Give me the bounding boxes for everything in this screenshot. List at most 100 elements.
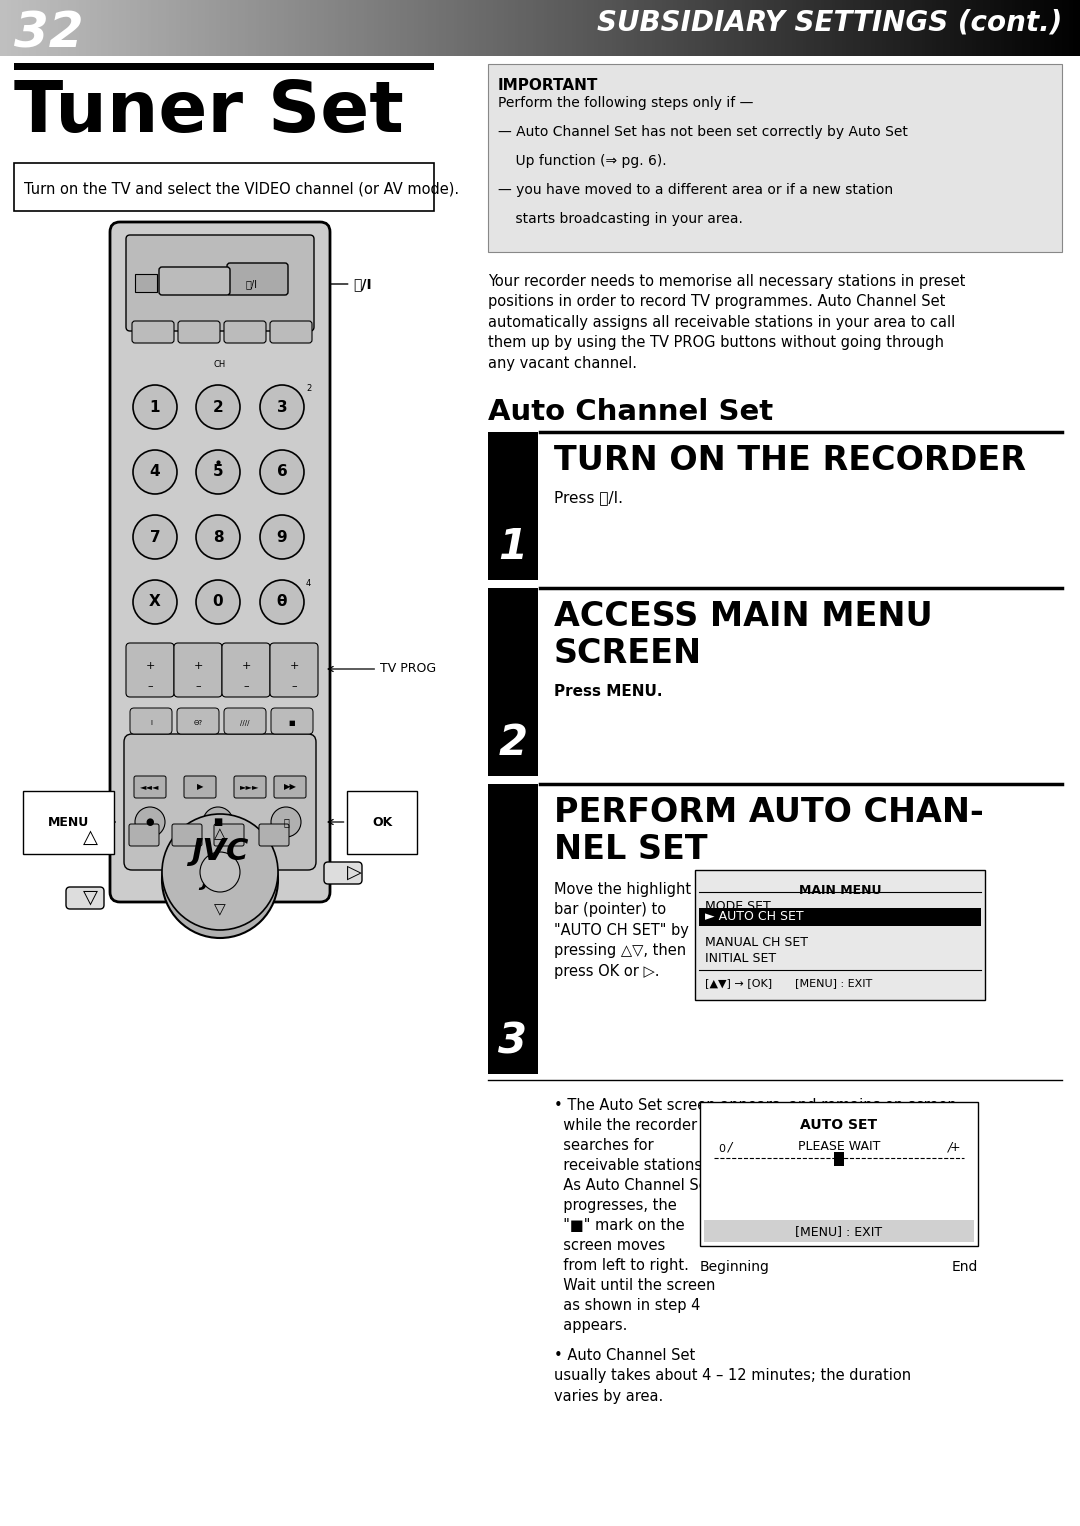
Text: 32: 32 bbox=[14, 11, 83, 58]
Bar bbox=[875, 0, 880, 56]
Bar bbox=[432, 0, 437, 56]
Text: Beginning: Beginning bbox=[700, 1260, 770, 1274]
Bar bbox=[262, 0, 268, 56]
Bar bbox=[488, 784, 538, 1074]
Bar bbox=[972, 0, 977, 56]
Text: MODE SET: MODE SET bbox=[705, 900, 771, 913]
Bar bbox=[489, 0, 495, 56]
FancyBboxPatch shape bbox=[66, 887, 104, 909]
Bar bbox=[893, 0, 897, 56]
Bar bbox=[256, 0, 260, 56]
Bar bbox=[259, 0, 265, 56]
Bar bbox=[68, 0, 73, 56]
Text: • The Auto Set screen appears, and remains on screen: • The Auto Set screen appears, and remai… bbox=[554, 1099, 957, 1112]
Text: TURN ON THE RECORDER: TURN ON THE RECORDER bbox=[554, 444, 1026, 478]
Bar bbox=[353, 0, 357, 56]
Bar bbox=[176, 0, 181, 56]
Bar bbox=[504, 0, 509, 56]
Bar bbox=[770, 0, 775, 56]
Bar bbox=[392, 0, 397, 56]
Text: [▲▼] → [OK]: [▲▼] → [OK] bbox=[705, 978, 772, 987]
Text: 2: 2 bbox=[306, 385, 311, 394]
Circle shape bbox=[195, 514, 240, 559]
Bar bbox=[605, 0, 610, 56]
Bar bbox=[612, 0, 617, 56]
Bar bbox=[688, 0, 692, 56]
Bar bbox=[576, 0, 581, 56]
FancyBboxPatch shape bbox=[234, 777, 266, 798]
Bar bbox=[440, 0, 444, 56]
FancyBboxPatch shape bbox=[184, 777, 216, 798]
Bar bbox=[950, 0, 956, 56]
Bar bbox=[410, 0, 416, 56]
Text: MENU: MENU bbox=[48, 815, 116, 829]
Bar bbox=[378, 0, 383, 56]
Bar bbox=[173, 0, 178, 56]
Bar bbox=[616, 0, 621, 56]
Bar bbox=[187, 0, 192, 56]
Bar bbox=[807, 0, 811, 56]
Bar bbox=[781, 0, 786, 56]
Bar bbox=[349, 0, 354, 56]
Bar bbox=[205, 0, 211, 56]
Text: ▷: ▷ bbox=[347, 862, 362, 882]
Bar bbox=[497, 0, 502, 56]
Bar bbox=[159, 0, 163, 56]
Bar bbox=[194, 0, 200, 56]
Circle shape bbox=[200, 852, 240, 893]
Bar bbox=[666, 0, 671, 56]
Circle shape bbox=[133, 580, 177, 624]
Text: 1: 1 bbox=[499, 526, 527, 568]
Bar bbox=[526, 0, 530, 56]
Bar bbox=[597, 0, 603, 56]
Bar bbox=[14, 163, 434, 211]
Text: Θ?: Θ? bbox=[193, 720, 203, 726]
Bar bbox=[961, 0, 967, 56]
Bar bbox=[464, 0, 470, 56]
Bar bbox=[918, 0, 923, 56]
Bar bbox=[986, 0, 991, 56]
Bar bbox=[202, 0, 206, 56]
Bar bbox=[810, 0, 815, 56]
Bar bbox=[0, 0, 5, 56]
Bar bbox=[364, 0, 368, 56]
Bar bbox=[799, 0, 805, 56]
Text: ▽: ▽ bbox=[214, 902, 226, 917]
Bar bbox=[537, 0, 541, 56]
Text: • Auto Channel Set
usually takes about 4 – 12 minutes; the duration
varies by ar: • Auto Channel Set usually takes about 4… bbox=[554, 1347, 912, 1404]
Bar bbox=[486, 0, 491, 56]
Bar bbox=[915, 0, 919, 56]
Bar bbox=[691, 0, 697, 56]
Bar bbox=[472, 0, 476, 56]
FancyBboxPatch shape bbox=[134, 777, 166, 798]
Bar bbox=[529, 0, 535, 56]
FancyBboxPatch shape bbox=[270, 642, 318, 697]
Text: θ: θ bbox=[276, 595, 287, 609]
Text: 7: 7 bbox=[150, 530, 160, 545]
Bar bbox=[40, 0, 44, 56]
Bar bbox=[964, 0, 970, 56]
Bar bbox=[72, 0, 77, 56]
Bar bbox=[8, 0, 12, 56]
Bar bbox=[450, 0, 455, 56]
Bar bbox=[267, 0, 271, 56]
Text: 0: 0 bbox=[718, 1144, 725, 1154]
Text: while the recorder: while the recorder bbox=[554, 1119, 697, 1132]
Bar bbox=[990, 0, 995, 56]
Bar bbox=[608, 0, 613, 56]
Bar bbox=[278, 0, 282, 56]
Bar bbox=[1048, 0, 1053, 56]
FancyBboxPatch shape bbox=[224, 320, 266, 343]
Bar bbox=[910, 0, 916, 56]
Bar bbox=[802, 0, 808, 56]
Text: 3: 3 bbox=[499, 1019, 527, 1062]
Bar bbox=[414, 0, 419, 56]
Bar bbox=[389, 0, 394, 56]
Bar bbox=[140, 0, 146, 56]
Bar bbox=[36, 0, 41, 56]
Text: Auto Channel Set: Auto Channel Set bbox=[488, 398, 773, 426]
Bar bbox=[245, 0, 249, 56]
Bar bbox=[518, 0, 524, 56]
Bar bbox=[540, 0, 545, 56]
Bar bbox=[86, 0, 92, 56]
